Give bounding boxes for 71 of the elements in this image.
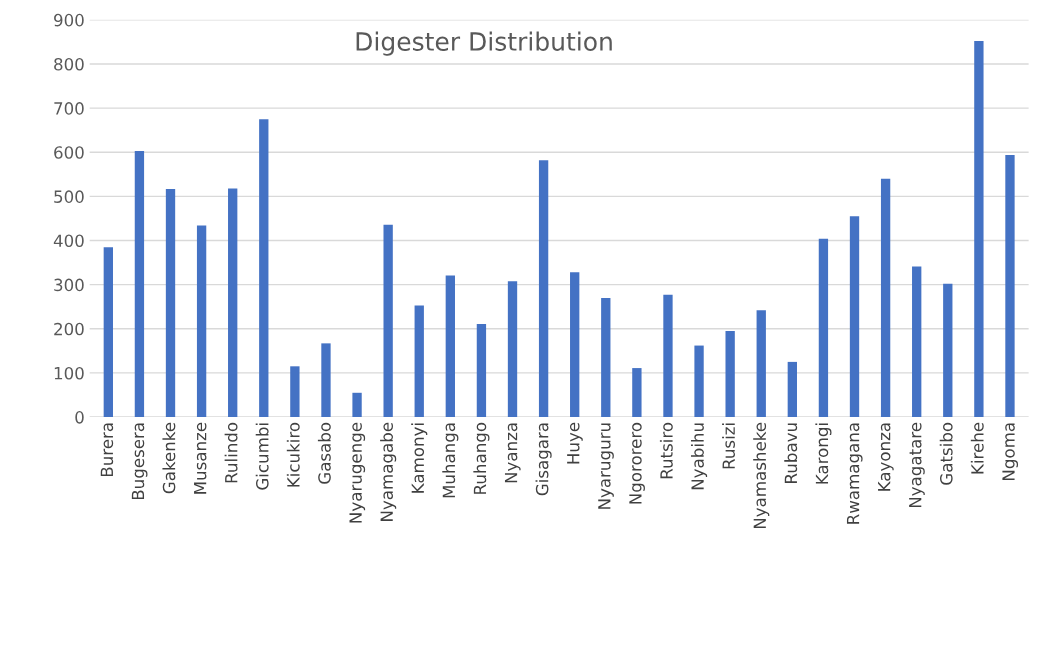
bar: [849, 216, 860, 418]
x-tick-label: Nyanza: [504, 423, 521, 483]
bar: [694, 345, 704, 418]
x-tick-label: Kirehe: [970, 422, 984, 474]
x-tick-label: Nyarugenge: [349, 422, 366, 523]
y-tick-label: 400: [53, 234, 84, 248]
bar: [601, 297, 611, 418]
bar: [818, 238, 829, 418]
bar: [196, 225, 207, 418]
x-tick-label: Nyabihu: [690, 423, 708, 490]
x-tick-label: Kicukiro: [286, 422, 300, 487]
bar: [383, 224, 393, 418]
bar: [290, 366, 300, 418]
x-tick-label: Rusizi: [722, 423, 735, 469]
x-tick-label: Rulindo: [224, 422, 238, 483]
bar: [228, 188, 238, 418]
bar: [912, 266, 922, 418]
bar: [134, 150, 145, 418]
x-tick-label: Rwamagana: [846, 423, 863, 524]
x-tick-label: Nyamagabe: [380, 422, 397, 521]
x-tick-label: Rutsiro: [659, 422, 673, 479]
bar: [632, 368, 642, 418]
x-tick-label: Burera: [100, 423, 114, 477]
y-tick-label: 600: [54, 146, 84, 159]
x-tick-label: Ngoma: [1002, 423, 1019, 480]
y-tick-label: 100: [54, 366, 84, 380]
x-tick-label: Gasabo: [317, 422, 331, 484]
bar: [352, 392, 362, 418]
x-tick-label: Huye: [567, 422, 583, 464]
bar: [538, 160, 549, 418]
x-tick-label: Kamonyi: [411, 423, 428, 493]
bar: [259, 119, 269, 418]
bar: [756, 310, 766, 418]
bar: [974, 41, 984, 418]
x-tick-label: Karongi: [815, 423, 832, 484]
y-tick-label: 300: [54, 278, 84, 292]
x-tick-label: Bugesera: [131, 423, 148, 500]
bar: [103, 247, 113, 418]
y-tick-label: 800: [54, 57, 84, 71]
x-tick-label: Muhanga: [442, 423, 459, 498]
bar: [445, 275, 455, 418]
bar: [507, 281, 518, 418]
x-tick-label: Kayonza: [878, 423, 894, 491]
y-tick-label: 0: [75, 411, 84, 424]
x-tick-label: Nyagatare: [909, 422, 925, 508]
y-tick-label: 500: [54, 190, 84, 203]
x-tick-label: Gisagara: [535, 423, 552, 496]
x-tick-label: Nyamasheke: [753, 422, 770, 529]
x-tick-label: Rubavu: [784, 423, 798, 483]
bar: [725, 331, 735, 418]
bar: [570, 272, 580, 418]
x-tick-label: Nyaruguru: [598, 423, 614, 509]
x-tick-label: Gicumbi: [255, 423, 269, 490]
y-tick-label: 900: [54, 13, 84, 27]
chart-title: Digester Distribution: [356, 31, 612, 56]
bar: [165, 188, 176, 418]
x-tick-label: Ngororero: [629, 422, 645, 504]
x-tick-label: Gakenke: [162, 422, 176, 494]
x-tick-label: Gatsibo: [939, 422, 953, 485]
y-tick-label: 700: [54, 102, 84, 115]
bar: [787, 361, 797, 418]
bar: [1005, 154, 1015, 418]
bar: [880, 178, 891, 418]
bar: [414, 305, 424, 418]
bar: [943, 283, 953, 418]
bar: [321, 343, 331, 418]
x-tick-label: Ruhango: [473, 422, 490, 494]
y-tick-label: 200: [54, 322, 84, 336]
bar: [663, 294, 673, 418]
x-tick-label: Musanze: [194, 422, 207, 494]
bar: [476, 323, 487, 418]
